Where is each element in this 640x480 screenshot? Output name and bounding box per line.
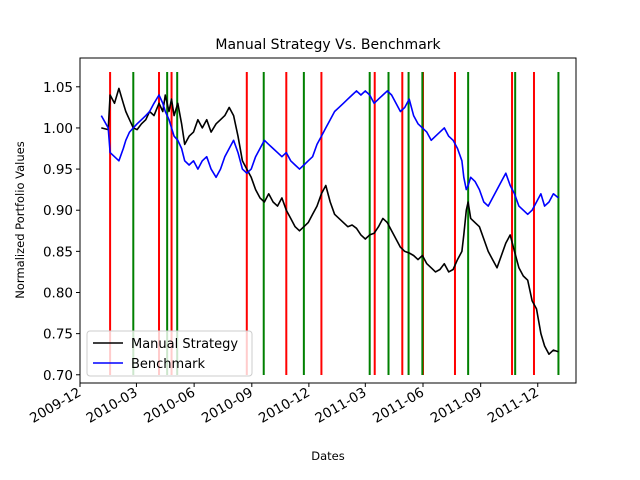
series-lines [100,87,559,356]
plot-frame [79,57,577,384]
x-tick-label: 2011-03 [312,385,369,427]
y-tick-label: 0.85 [43,244,73,260]
x-tick-label: 2010-06 [141,385,198,427]
y-tick-label: 0.90 [43,203,73,219]
x-tick-label: 2010-03 [84,385,141,427]
x-tick-label: 2009-12 [27,385,84,427]
legend-label-manual-strategy: Manual Strategy [131,337,238,352]
x-tick-label: 2010-09 [199,385,256,427]
x-axis-label: Dates [311,449,344,463]
x-tick-label: 2011-09 [428,385,485,427]
chart-title: Manual Strategy Vs. Benchmark [215,37,441,53]
y-tick-label: 1.05 [43,80,73,96]
legend-label-benchmark: Benchmark [131,357,206,372]
legend-box [86,330,253,377]
y-axis: 0.70 0.75 0.80 0.85 0.90 0.95 1.00 1.05 [43,80,80,384]
y-tick-label: 1.00 [43,121,73,137]
x-axis: 2009-12 2010-03 2010-06 2010-09 2010-12 2011-… [27,383,542,427]
y-tick-label: 0.70 [43,368,73,384]
signal-lines [109,72,560,375]
y-axis-label: Normalized Portfolio Values [13,141,27,298]
series-line-manual-strategy [101,87,559,356]
y-tick-label: 0.95 [43,162,73,178]
series-line-benchmark [100,90,559,216]
y-tick-label: 0.80 [43,285,73,301]
x-tick-label: 2010-12 [256,385,313,427]
legend: Manual Strategy Benchmark [86,330,253,377]
x-tick-label: 2011-12 [485,385,542,427]
x-tick-label: 2011-06 [370,385,427,427]
y-tick-label: 0.75 [43,327,73,343]
